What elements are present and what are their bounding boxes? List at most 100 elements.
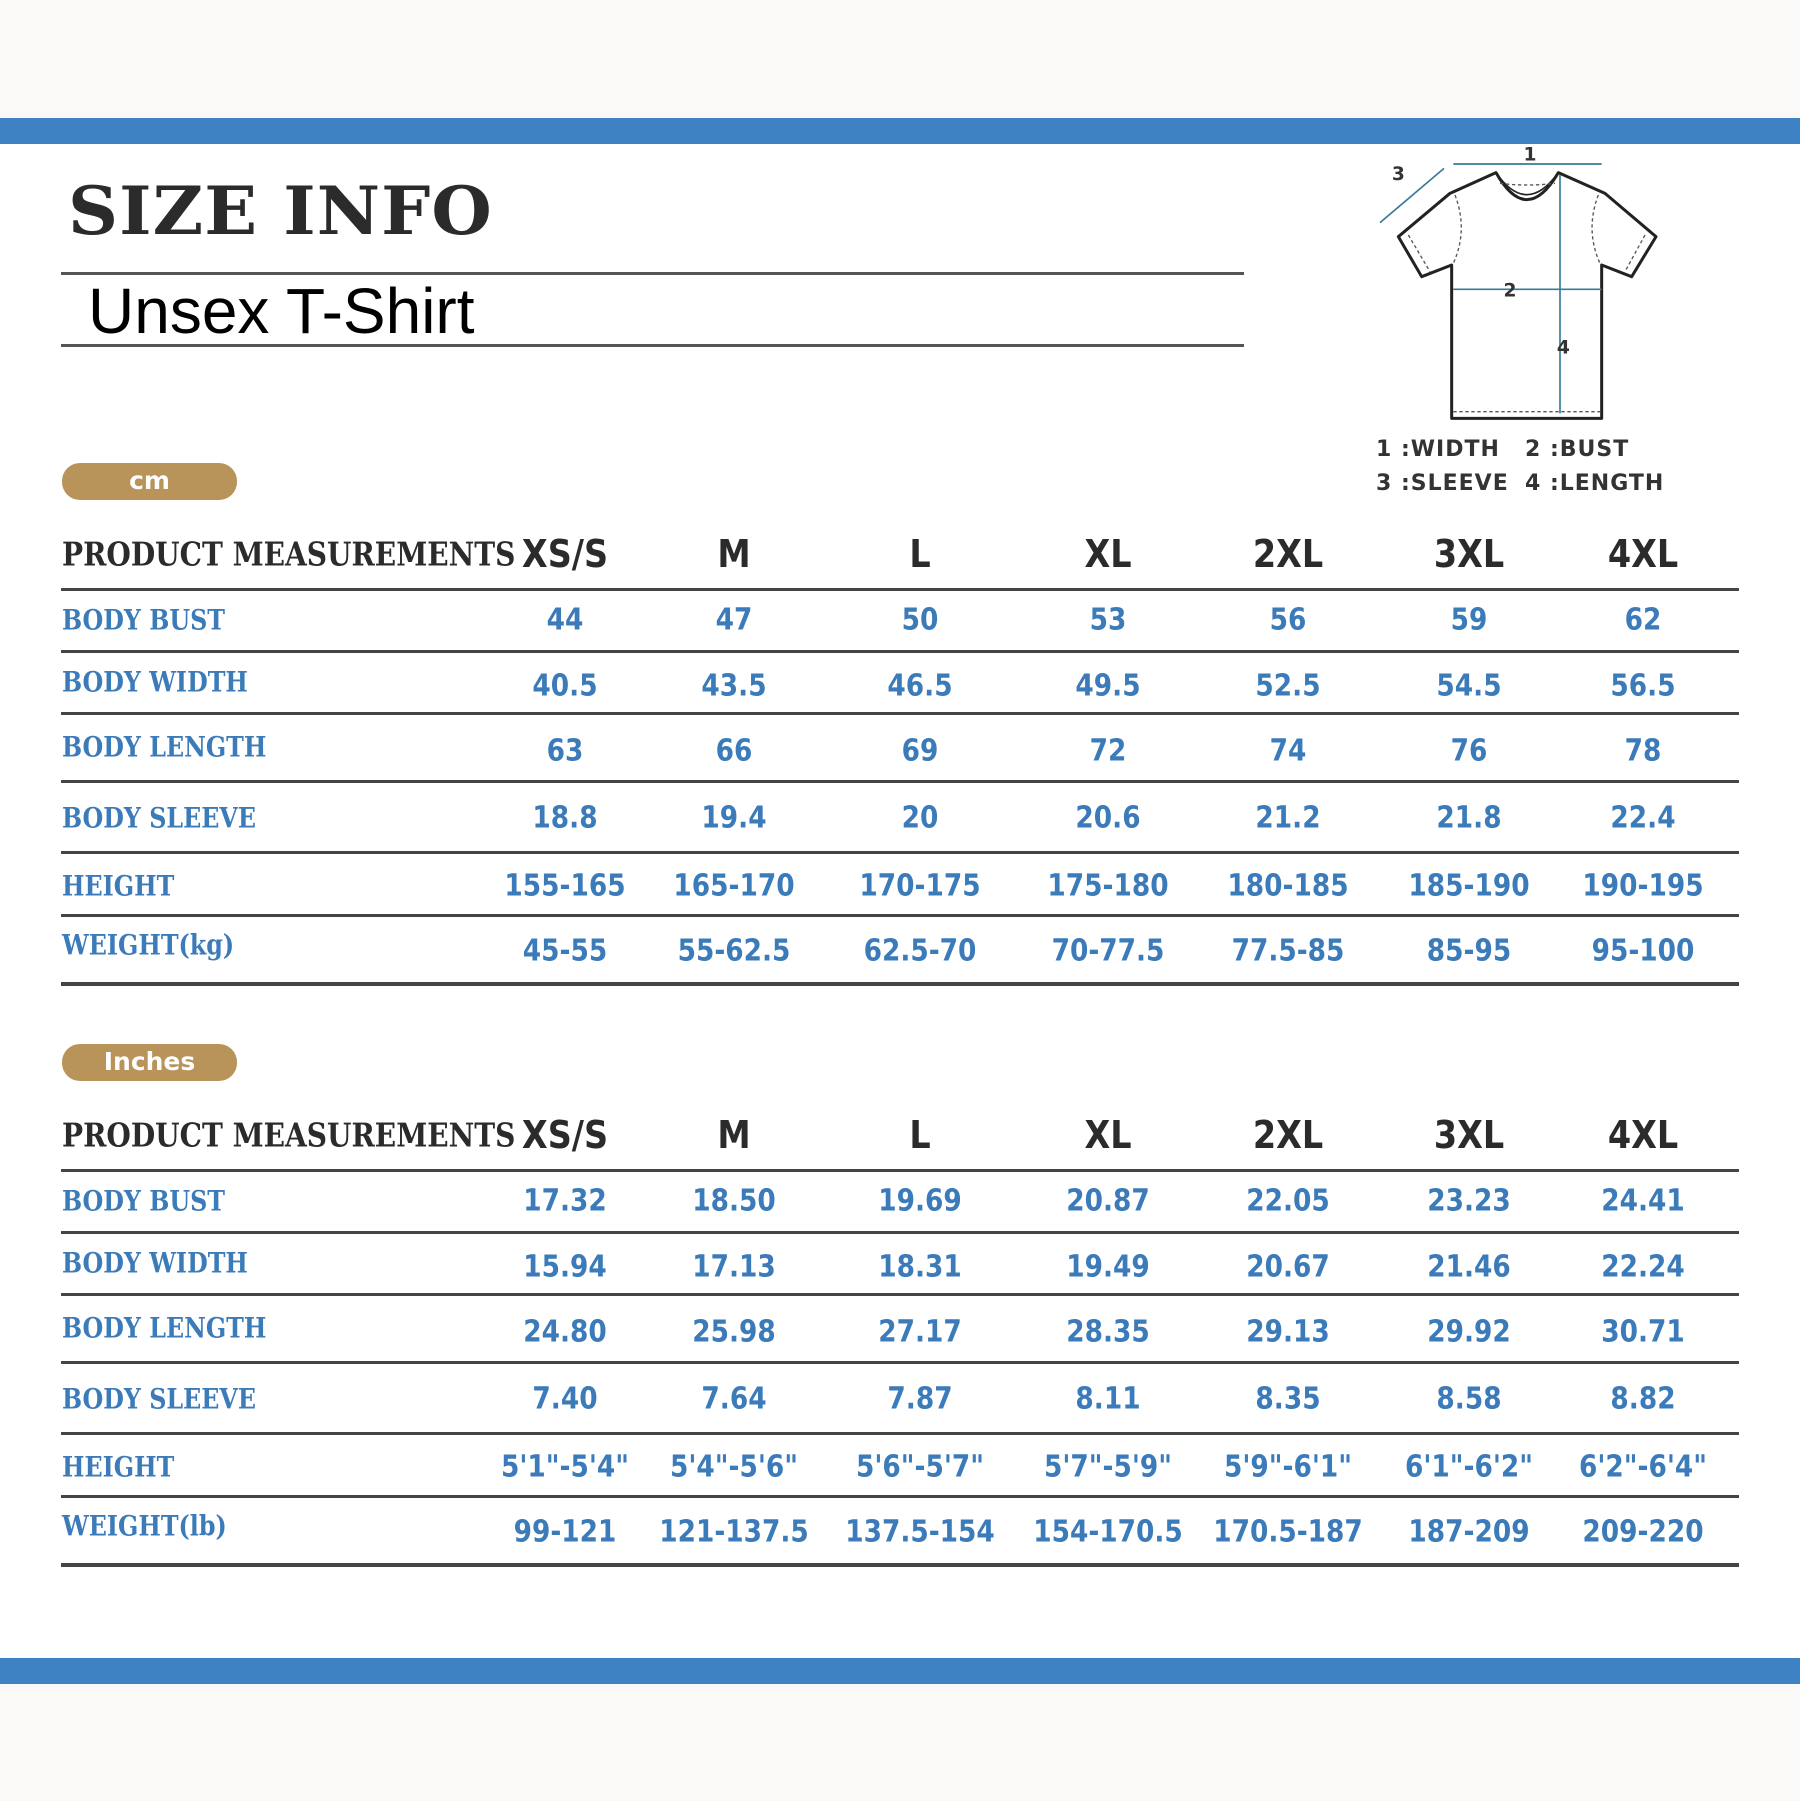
table-cell: 8.58	[1436, 1381, 1502, 1417]
table-cell: 19.4	[701, 800, 767, 836]
row-divider	[61, 1231, 1739, 1234]
table-cell: 40.5	[532, 668, 598, 704]
row-label: BODY WIDTH	[62, 1246, 248, 1280]
row-divider	[61, 712, 1739, 715]
row-label: BODY WIDTH	[62, 665, 248, 699]
table-cell: 18.8	[532, 800, 598, 836]
header-size: L	[909, 532, 931, 576]
table-cell: 78	[1624, 733, 1662, 769]
table-cell: 19.49	[1066, 1249, 1150, 1285]
row-label: HEIGHT	[62, 1450, 175, 1484]
table-cell: 20.67	[1246, 1249, 1330, 1285]
table-cell: 155-165	[504, 868, 626, 904]
header-size: XL	[1084, 1113, 1132, 1157]
row-divider	[61, 1361, 1739, 1364]
table-cell: 30.71	[1601, 1314, 1685, 1350]
table-cell: 5'7"-5'9"	[1043, 1449, 1173, 1485]
table-cell: 85-95	[1426, 933, 1512, 969]
table-cell: 18.31	[878, 1249, 962, 1285]
table-cell: 95-100	[1591, 933, 1695, 969]
table-cell: 62.5-70	[863, 933, 977, 969]
header-size: 2XL	[1252, 532, 1324, 576]
table-cell: 29.13	[1246, 1314, 1330, 1350]
row-divider	[61, 1169, 1739, 1172]
header-size: 3XL	[1433, 532, 1505, 576]
table-cell: 170-175	[859, 868, 981, 904]
table-cell: 24.80	[523, 1314, 607, 1350]
table-cell: 7.64	[701, 1381, 767, 1417]
table-cell: 5'1"-5'4"	[500, 1449, 630, 1485]
table-cell: 6'1"-6'2"	[1404, 1449, 1534, 1485]
divider	[61, 272, 1244, 275]
row-divider	[61, 1293, 1739, 1296]
row-label: WEIGHT(kg)	[62, 928, 235, 962]
product-name: Unsex T-Shirt	[88, 275, 475, 347]
table-cell: 43.5	[701, 668, 767, 704]
row-label: BODY SLEEVE	[62, 1382, 257, 1416]
table-cell: 22.05	[1246, 1183, 1330, 1219]
table-cell: 69	[901, 733, 939, 769]
table-cell: 63	[546, 733, 584, 769]
table-cell: 21.46	[1427, 1249, 1511, 1285]
table-cell: 8.11	[1075, 1381, 1141, 1417]
tshirt-diagram-icon: 1 2 3 4	[1379, 145, 1658, 420]
row-label: HEIGHT	[62, 869, 175, 903]
table-cell: 8.35	[1255, 1381, 1321, 1417]
divider	[61, 344, 1244, 347]
table-cell: 165-170	[673, 868, 795, 904]
table-cell: 49.5	[1075, 668, 1141, 704]
table-cell: 56.5	[1610, 668, 1676, 704]
table-cell: 59	[1450, 602, 1488, 638]
table-cell: 5'9"-6'1"	[1223, 1449, 1353, 1485]
row-divider	[61, 650, 1739, 653]
table-cell: 137.5-154	[845, 1514, 995, 1550]
table-cell: 47	[715, 602, 753, 638]
table-cell: 20.6	[1075, 800, 1141, 836]
table-cell: 54.5	[1436, 668, 1502, 704]
header-label: PRODUCT MEASUREMENTS	[62, 534, 516, 574]
legend-width: 1 :WIDTH	[1376, 437, 1500, 462]
row-divider	[61, 588, 1739, 591]
row-label: BODY LENGTH	[62, 1311, 267, 1345]
table-cell: 21.2	[1255, 800, 1321, 836]
header-size: XS/S	[521, 532, 609, 576]
header-size: 4XL	[1607, 532, 1679, 576]
top-accent-bar	[0, 118, 1800, 144]
header-size: 4XL	[1607, 1113, 1679, 1157]
table-cell: 175-180	[1047, 868, 1169, 904]
table-cell: 8.82	[1610, 1381, 1676, 1417]
table-cell: 23.23	[1427, 1183, 1511, 1219]
table-cell: 209-220	[1582, 1514, 1704, 1550]
legend-length: 4 :LENGTH	[1525, 471, 1665, 496]
row-divider	[61, 851, 1739, 854]
table-cell: 44	[546, 602, 584, 638]
table-cell: 24.41	[1601, 1183, 1685, 1219]
marker-1: 1	[1524, 145, 1537, 166]
row-divider	[61, 982, 1739, 986]
table-cell: 70-77.5	[1051, 933, 1165, 969]
table-cell: 190-195	[1582, 868, 1704, 904]
header-size: L	[909, 1113, 931, 1157]
row-label: WEIGHT(lb)	[62, 1509, 227, 1543]
table-cell: 19.69	[878, 1183, 962, 1219]
row-label: BODY BUST	[62, 603, 225, 637]
table-cell: 55-62.5	[677, 933, 791, 969]
table-cell: 20	[901, 800, 939, 836]
table-cell: 72	[1089, 733, 1127, 769]
table-cell: 46.5	[887, 668, 953, 704]
table-cell: 185-190	[1408, 868, 1530, 904]
table-cell: 121-137.5	[659, 1514, 809, 1550]
marker-3: 3	[1392, 164, 1405, 185]
row-label: BODY BUST	[62, 1184, 225, 1218]
table-cell: 20.87	[1066, 1183, 1150, 1219]
table-cell: 7.87	[887, 1381, 953, 1417]
table-cell: 170.5-187	[1213, 1514, 1363, 1550]
row-divider	[61, 1563, 1739, 1567]
row-label: BODY LENGTH	[62, 730, 267, 764]
row-label: BODY SLEEVE	[62, 801, 257, 835]
row-divider	[61, 1495, 1739, 1498]
table-cell: 17.32	[523, 1183, 607, 1219]
marker-2: 2	[1504, 281, 1517, 302]
table-cell: 5'6"-5'7"	[855, 1449, 985, 1485]
row-divider	[61, 1432, 1739, 1435]
